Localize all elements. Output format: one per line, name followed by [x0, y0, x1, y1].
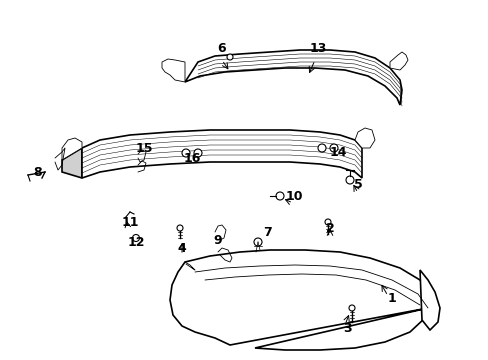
Polygon shape	[184, 50, 401, 105]
Circle shape	[132, 234, 139, 242]
Circle shape	[253, 238, 262, 246]
Polygon shape	[62, 138, 82, 160]
Polygon shape	[170, 250, 429, 350]
Text: 1: 1	[387, 292, 396, 305]
Text: 4: 4	[177, 242, 186, 255]
Text: 16: 16	[183, 152, 200, 165]
Polygon shape	[82, 130, 361, 178]
Circle shape	[226, 54, 232, 60]
Text: 11: 11	[121, 216, 139, 229]
Text: 7: 7	[263, 225, 272, 238]
Circle shape	[348, 305, 354, 311]
Text: 9: 9	[213, 234, 222, 247]
Text: 2: 2	[325, 221, 334, 234]
Text: 15: 15	[135, 141, 152, 154]
Circle shape	[346, 176, 353, 184]
Text: 10: 10	[285, 189, 302, 202]
Polygon shape	[419, 270, 439, 330]
Text: 3: 3	[343, 321, 351, 334]
Circle shape	[329, 144, 337, 152]
Circle shape	[182, 149, 190, 157]
Circle shape	[177, 225, 183, 231]
Polygon shape	[389, 52, 407, 70]
Circle shape	[194, 149, 202, 157]
Text: 6: 6	[217, 41, 226, 54]
Text: 13: 13	[309, 41, 326, 54]
Circle shape	[275, 192, 284, 200]
Text: 8: 8	[34, 166, 42, 179]
Polygon shape	[162, 59, 184, 82]
Circle shape	[325, 219, 330, 225]
Text: 14: 14	[328, 145, 346, 158]
Text: 5: 5	[353, 179, 362, 192]
Text: 12: 12	[127, 235, 144, 248]
Circle shape	[317, 144, 325, 152]
Polygon shape	[62, 148, 82, 178]
Polygon shape	[354, 128, 374, 148]
